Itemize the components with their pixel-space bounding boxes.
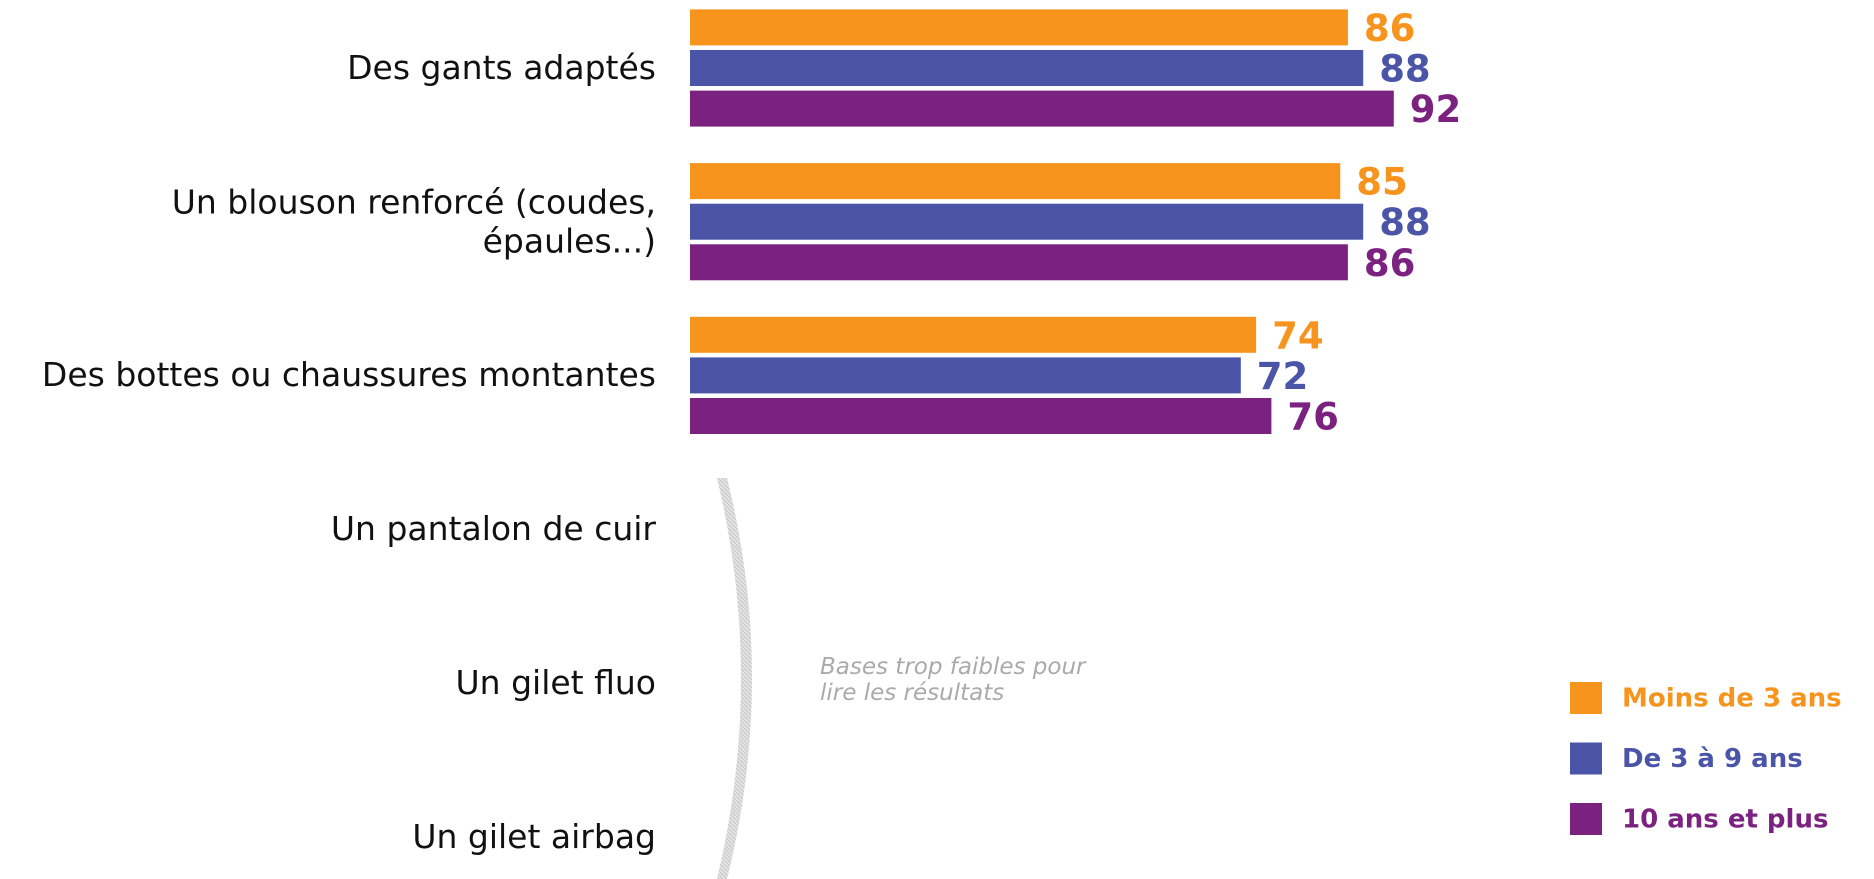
value-label: 85 — [1356, 161, 1408, 204]
bar — [690, 90, 1394, 127]
annotation: Bases trop faibles pour lire les résulta… — [820, 654, 1086, 707]
category-label: Un gilet fluo — [455, 663, 656, 702]
value-label: 72 — [1257, 355, 1309, 398]
legend-label: Moins de 3 ans — [1622, 684, 1842, 714]
bar — [690, 203, 1364, 240]
category-label: Un pantalon de cuir — [330, 509, 656, 549]
value-label: 86 — [1364, 242, 1416, 285]
legend-swatch — [1570, 742, 1602, 775]
category-label: Un gilet airbag — [412, 816, 656, 856]
bar — [690, 50, 1364, 86]
bar — [690, 316, 1257, 353]
value-label: 76 — [1287, 396, 1339, 439]
bar — [690, 9, 1348, 46]
bar — [690, 244, 1348, 281]
legend-swatch — [1570, 803, 1602, 835]
legend-label: 10 ans et plus — [1622, 805, 1828, 835]
category-label: Un blouson renforcé (coudes, épaules...) — [171, 182, 656, 261]
value-label: 92 — [1410, 88, 1462, 131]
bar — [690, 163, 1341, 200]
category-label: Des gants adaptés — [347, 48, 656, 88]
bracket — [717, 478, 752, 879]
value-label: 86 — [1364, 7, 1416, 50]
value-label: 88 — [1379, 48, 1431, 91]
value-label: 88 — [1379, 201, 1431, 244]
legend-swatch — [1570, 682, 1602, 714]
category-label: Des bottes ou chaussures montantes — [41, 355, 656, 395]
value-label: 74 — [1272, 314, 1324, 357]
bar — [690, 398, 1272, 434]
legend-label: De 3 à 9 ans — [1622, 744, 1803, 774]
bar — [690, 357, 1241, 394]
